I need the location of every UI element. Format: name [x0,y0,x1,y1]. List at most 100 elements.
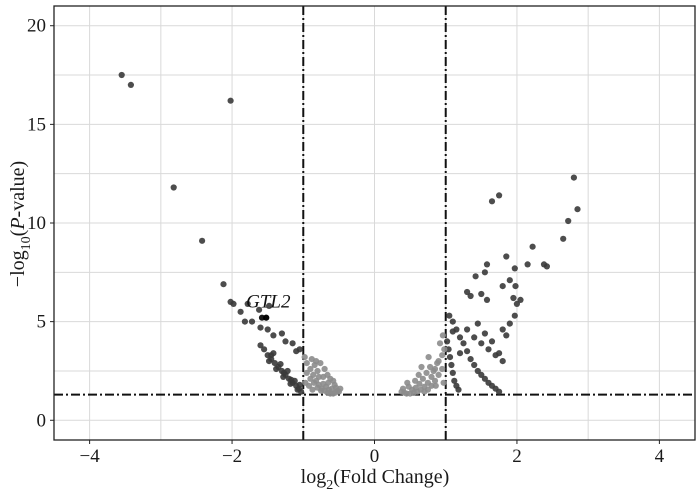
data-point-significant [199,237,206,244]
data-point-significant [446,354,454,361]
data-point-significant [170,184,177,191]
data-point-not-significant [419,375,426,382]
data-point-significant [467,356,474,363]
data-point-not-significant [439,352,446,359]
data-point-significant [543,263,551,270]
data-point-not-significant [432,382,439,389]
x-tick-label: 4 [655,446,665,467]
gene-label: GTL2 [246,292,291,313]
data-point-not-significant [441,346,448,353]
data-point-significant [294,386,301,393]
data-point-not-significant [434,360,441,367]
data-point-not-significant [436,340,444,347]
data-point-significant [256,306,263,313]
data-point-significant [524,261,531,268]
data-point-not-significant [307,375,314,382]
data-point-not-significant [416,380,423,387]
annotations: GTL2 [246,292,291,313]
data-point-highlight [258,314,266,321]
data-point-significant [257,342,264,349]
data-point-significant [288,376,295,383]
data-point-not-significant [318,387,325,394]
x-tick-label: −4 [80,446,101,467]
data-point-not-significant [440,379,447,386]
data-point-significant [460,340,467,347]
data-point-significant [455,386,462,393]
data-point-significant [270,332,277,339]
data-point-significant [248,318,256,325]
data-point-significant [444,338,451,345]
data-point-significant [496,388,503,395]
y-tick-label: 15 [27,114,46,135]
y-tick-label: 10 [27,213,46,234]
data-point-significant [565,217,572,225]
data-point-not-significant [302,379,309,386]
x-tick-labels: −4 −2 0 2 4 [80,440,665,467]
data-point-not-significant [399,385,407,392]
data-point-significant [481,269,488,276]
data-point-not-significant [310,379,318,386]
data-point-not-significant [430,367,437,375]
data-point-not-significant [325,386,332,393]
data-point-not-significant [303,360,310,367]
data-point-significant [496,350,503,357]
data-point-significant [280,369,288,376]
data-point-significant [471,361,478,369]
data-point-significant [241,318,248,325]
grid-lines [54,6,695,440]
data-point-significant [499,358,506,365]
data-point-significant [230,300,237,307]
data-point-significant [478,290,485,298]
data-point-significant [237,308,244,315]
data-point-significant [227,97,234,104]
data-point-significant [464,348,471,355]
y-tick-label: 0 [37,410,47,431]
data-point-not-significant [428,382,435,389]
data-point-significant [488,338,496,345]
data-point-significant [560,235,567,242]
data-point-significant [483,296,491,303]
data-point-not-significant [418,363,425,371]
y-tick-label: 5 [37,312,47,333]
data-point-significant [506,320,513,327]
data-point-significant [570,174,578,181]
data-point-significant [282,338,289,345]
data-point-not-significant [435,371,442,378]
data-point-significant [503,253,510,260]
data-point-significant [244,300,251,307]
data-point-not-significant [439,332,446,339]
data-point-not-significant [307,365,314,373]
data-point-significant [445,346,452,353]
data-point-significant [472,273,479,280]
data-point-not-significant [301,354,308,361]
data-point-significant [481,375,488,382]
data-point-significant [261,346,268,353]
data-point-significant [118,71,125,79]
data-point-significant [503,332,510,339]
data-point-not-significant [330,377,337,384]
data-point-significant [483,261,491,268]
data-point-significant [517,296,524,303]
data-point-significant [264,326,271,333]
data-point-significant [488,198,496,205]
data-point-significant [449,369,456,376]
data-point-significant [512,283,519,290]
data-point-significant [574,206,581,213]
data-point-not-significant [315,373,322,380]
data-point-significant [481,330,488,337]
data-point-significant [478,371,485,378]
x-tick-label: −2 [222,446,242,467]
data-point-significant [448,361,455,369]
data-point-significant [511,265,518,272]
data-point-significant [499,326,506,333]
y-tick-label: 20 [27,16,46,37]
data-point-significant [451,377,458,384]
data-point-not-significant [425,354,432,361]
data-point-significant [273,365,280,373]
data-point-significant [485,346,492,353]
data-point-not-significant [314,367,321,375]
data-point-significant [277,361,284,368]
data-point-significant [289,340,296,347]
